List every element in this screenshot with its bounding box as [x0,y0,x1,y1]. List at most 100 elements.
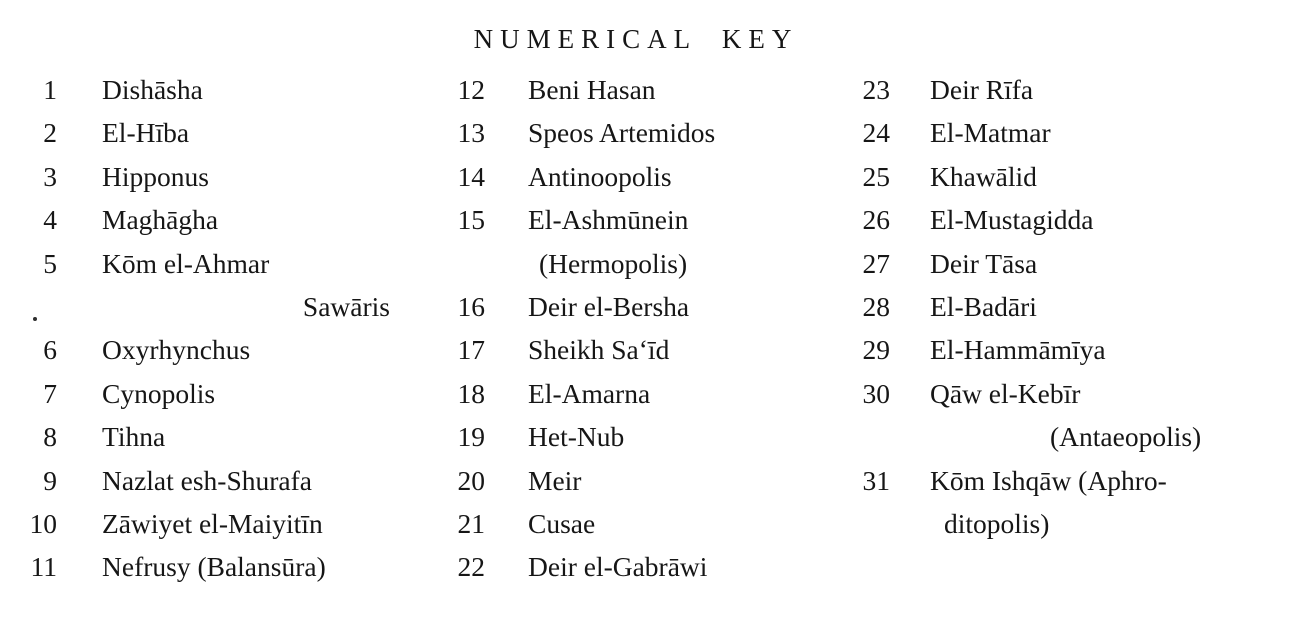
entry-number: 5 [43,247,57,279]
ink-speck-artifact [33,317,37,321]
key-entry: 27 Deir Tāsa [838,242,1268,285]
key-entry: 18 El-Amarna [433,372,823,415]
entry-number: 29 [862,334,891,366]
entry-name: Sawāris [302,290,390,322]
key-entry: 16 Deir el-Bersha [433,285,823,328]
key-entry: 13 Speos Artemidos [433,111,823,154]
entry-name: Kōm el-Ahmar [102,247,270,279]
key-entry: 7 Cynopolis [19,372,390,415]
entry-number: 1 [43,74,57,105]
entry-name: Zāwiyet el-Maiyitīn [102,507,323,539]
key-column-1: 1 Dishāsha 2 El-Hība 3 Hipponus 4 Maghāgha 5 Kōm … [19,68,391,589]
key-entry: 12 Beni Hasan [433,68,823,111]
entry-name: El-Amarna [528,377,651,409]
entry-number: 12 [457,74,486,105]
entry-name: Nefrusy (Balansūra) [102,551,326,583]
entry-number: 7 [43,377,57,409]
key-entry: 22 Deir el-Gabrāwi [433,545,823,588]
entry-number: 18 [457,377,486,409]
key-entry-continuation: Sawāris [19,285,390,328]
entry-number: 30 [862,377,891,409]
entry-name: El-Ashmūnein [528,204,689,236]
entry-number: 3 [43,160,57,192]
key-entry-continuation: ditopolis) [838,502,1268,545]
entry-name: Sheikh Sa‘īd [528,334,670,366]
entry-number: 21 [457,507,486,539]
key-entry: 29 El-Hammāmīya [838,328,1268,371]
entry-number: 25 [862,160,891,192]
entry-number: 24 [862,117,891,149]
entry-name: Deir el-Bersha [528,290,690,322]
entry-number: 31 [862,464,891,496]
entry-number: 23 [862,74,891,105]
key-entry: 25 Khawālid [838,155,1268,198]
key-entry: 19 Het-Nub [433,415,823,458]
entry-name: Khawālid [930,160,1037,192]
key-entry: 11 Nefrusy (Balansūra) [19,545,390,588]
key-entry: 17 Sheikh Sa‘īd [433,328,823,371]
key-entry: 26 El-Mustagidda [838,198,1268,241]
entry-name: ditopolis) [944,507,1050,539]
entry-number: 6 [43,334,57,366]
entry-name: El-Hammāmīya [930,334,1106,366]
key-entry: 8 Tihna [19,415,390,458]
entry-name: Hipponus [102,160,209,192]
page-title: NUMERICAL KEY [473,24,799,54]
entry-number: 26 [862,204,891,236]
key-entry: 3 Hipponus [19,155,390,198]
entry-name: Meir [528,464,582,496]
entry-name: Oxyrhynchus [102,334,251,366]
entry-name: El-Matmar [930,117,1051,149]
key-entry: 1 Dishāsha [19,68,390,111]
entry-name: El-Badāri [930,290,1037,322]
key-entry: 23 Deir Rīfa [838,68,1268,111]
entry-number: 27 [862,247,891,279]
entry-name: Deir el-Gabrāwi [528,551,708,583]
entry-number: 17 [457,334,486,366]
key-entry: 9 Nazlat esh-Shurafa [19,459,390,502]
entry-name: Het-Nub [528,421,625,453]
entry-name: El-Mustagidda [930,204,1094,236]
entry-name: Kōm Ishqāw (Aphro- [930,464,1167,496]
key-entry: 15 El-Ashmūnein [433,198,823,241]
key-entry: 4 Maghāgha [19,198,390,241]
entry-number: 28 [862,290,891,322]
entry-number: 8 [43,421,57,453]
key-column-2: 12 Beni Hasan 13 Speos Artemidos 14 Antinoopo… [433,68,823,589]
entry-name: Beni Hasan [528,74,656,105]
key-entry-continuation: (Hermopolis) [433,242,823,285]
entry-name: Cusae [528,507,596,539]
entry-number: 16 [457,290,486,322]
entry-name: (Antaeopolis) [1050,421,1202,453]
entry-number: 19 [457,421,486,453]
entry-name: (Hermopolis) [539,247,688,279]
entry-name: Maghāgha [102,204,219,236]
key-entry: 21 Cusae [433,502,823,545]
entry-number: 9 [43,464,57,496]
entry-number: 13 [457,117,486,149]
key-entry: 24 El-Matmar [838,111,1268,154]
key-entry: 6 Oxyrhynchus [19,328,390,371]
entry-name: Nazlat esh-Shurafa [102,464,312,496]
entry-name: Cynopolis [102,377,216,409]
key-entry: 2 El-Hība [19,111,390,154]
entry-number: 20 [457,464,486,496]
key-entry: 28 El-Badāri [838,285,1268,328]
entry-name: Tihna [102,421,166,453]
entry-name: Speos Artemidos [528,117,716,149]
key-column-3: 23 Deir Rīfa 24 El-Matmar 25 Khawālid 26 El-Mus… [838,68,1268,545]
entry-number: 14 [457,160,486,192]
entry-number: 2 [43,117,57,149]
key-entry-continuation: (Antaeopolis) [838,415,1268,458]
key-entry: 31 Kōm Ishqāw (Aphro- [838,459,1268,502]
entry-name: Antinoopolis [528,160,672,192]
key-entry: 10 Zāwiyet el-Maiyitīn [19,502,390,545]
entry-number: 22 [457,551,486,583]
entry-number: 11 [30,551,57,583]
entry-name: Deir Tāsa [930,247,1038,279]
entry-number: 10 [29,507,58,539]
key-entry: 14 Antinoopolis [433,155,823,198]
entry-name: Dishāsha [102,74,203,105]
key-entry: 5 Kōm el-Ahmar [19,242,390,285]
entry-number: 15 [457,204,486,236]
